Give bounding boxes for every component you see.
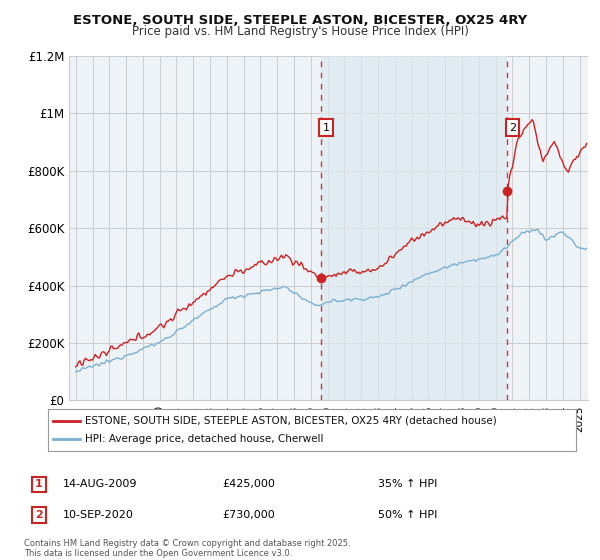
Text: HPI: Average price, detached house, Cherwell: HPI: Average price, detached house, Cher… bbox=[85, 434, 323, 444]
Text: £425,000: £425,000 bbox=[222, 479, 275, 489]
Text: 50% ↑ HPI: 50% ↑ HPI bbox=[378, 510, 437, 520]
Text: 10-SEP-2020: 10-SEP-2020 bbox=[63, 510, 134, 520]
Text: Contains HM Land Registry data © Crown copyright and database right 2025.
This d: Contains HM Land Registry data © Crown c… bbox=[24, 539, 350, 558]
Text: 14-AUG-2009: 14-AUG-2009 bbox=[63, 479, 137, 489]
Text: 35% ↑ HPI: 35% ↑ HPI bbox=[378, 479, 437, 489]
Text: 2: 2 bbox=[35, 510, 43, 520]
Text: ESTONE, SOUTH SIDE, STEEPLE ASTON, BICESTER, OX25 4RY: ESTONE, SOUTH SIDE, STEEPLE ASTON, BICES… bbox=[73, 14, 527, 27]
Text: 1: 1 bbox=[35, 479, 43, 489]
Text: £730,000: £730,000 bbox=[222, 510, 275, 520]
Bar bbox=[321, 56, 508, 400]
Text: 1: 1 bbox=[323, 123, 330, 133]
Text: ESTONE, SOUTH SIDE, STEEPLE ASTON, BICESTER, OX25 4RY (detached house): ESTONE, SOUTH SIDE, STEEPLE ASTON, BICES… bbox=[85, 416, 497, 426]
Text: Price paid vs. HM Land Registry's House Price Index (HPI): Price paid vs. HM Land Registry's House … bbox=[131, 25, 469, 38]
Text: 2: 2 bbox=[509, 123, 516, 133]
